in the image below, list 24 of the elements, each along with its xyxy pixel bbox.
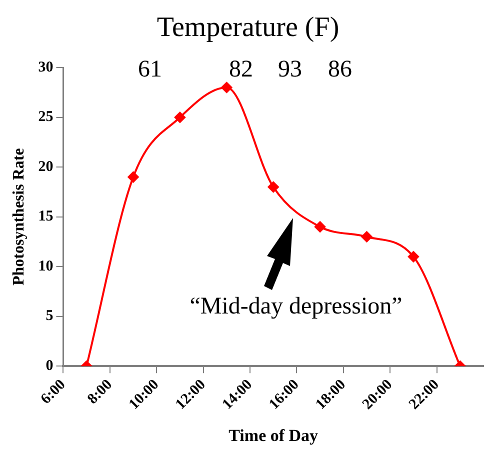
point [221, 82, 232, 93]
annotation: 61 [138, 56, 162, 82]
x-tick-label: 6:00 [38, 376, 69, 408]
point [268, 182, 279, 193]
x-tick-label: 8:00 [84, 376, 116, 408]
chart-title: Temperature (F) [156, 12, 340, 44]
annotation: “Mid-day depression” [190, 293, 402, 320]
x-axis-title: Time of Day [228, 426, 319, 446]
point [361, 231, 372, 242]
point [314, 221, 326, 232]
annotation: 86 [328, 56, 352, 82]
annotation: 93 [278, 56, 302, 82]
y-tick-label: 30 [38, 59, 54, 76]
y-axis-title: Photosynthesis Rate [10, 148, 28, 286]
point [128, 172, 139, 183]
point [408, 251, 419, 262]
annotation: 82 [229, 56, 253, 82]
y-tick-label: 10 [38, 258, 54, 274]
y-tick-label: 15 [38, 208, 54, 225]
y-tick-label: 5 [46, 308, 54, 324]
y-tick-label: 20 [38, 158, 54, 175]
y-tick-label: 25 [38, 109, 54, 126]
y-tick-label: 0 [46, 358, 54, 374]
point [174, 112, 186, 123]
